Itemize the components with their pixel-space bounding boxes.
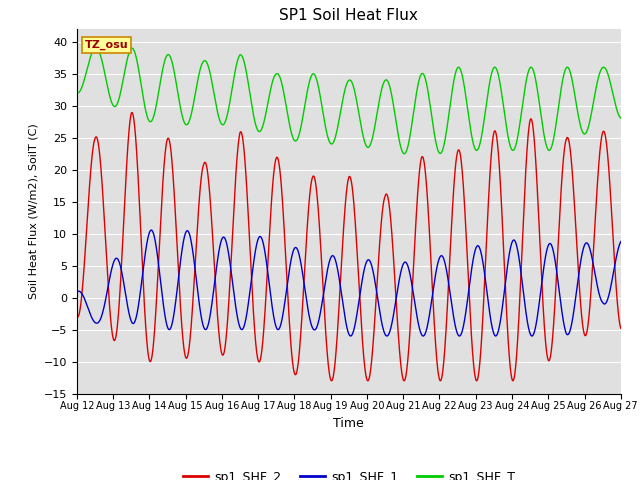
X-axis label: Time: Time xyxy=(333,417,364,430)
Legend: sp1_SHF_2, sp1_SHF_1, sp1_SHF_T: sp1_SHF_2, sp1_SHF_1, sp1_SHF_T xyxy=(177,466,520,480)
Y-axis label: Soil Heat Flux (W/m2), SoilT (C): Soil Heat Flux (W/m2), SoilT (C) xyxy=(28,123,38,299)
Text: TZ_osu: TZ_osu xyxy=(85,40,129,50)
Title: SP1 Soil Heat Flux: SP1 Soil Heat Flux xyxy=(280,9,418,24)
